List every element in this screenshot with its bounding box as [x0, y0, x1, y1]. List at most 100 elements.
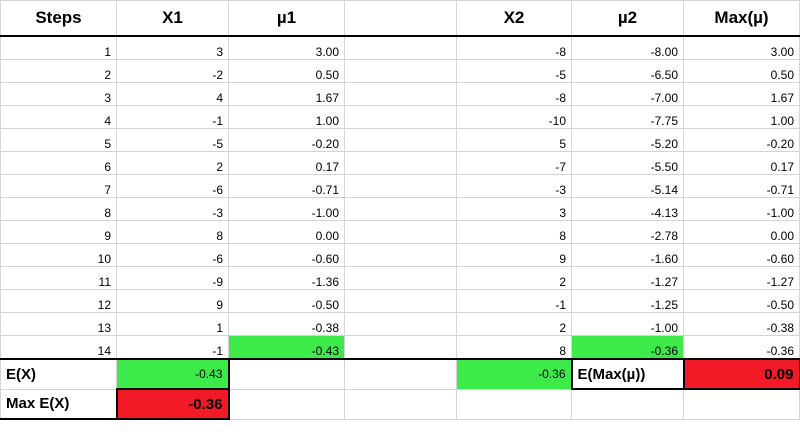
empty-cell[interactable]	[344, 220, 457, 244]
x2-cell[interactable]: -3	[456, 174, 572, 198]
mu1-cell[interactable]: -0.38	[228, 312, 345, 336]
mu1-cell[interactable]: -0.60	[228, 243, 345, 267]
x1-cell[interactable]: 3	[116, 35, 229, 60]
mu2-cell[interactable]: -1.27	[571, 266, 684, 290]
max-mu-cell[interactable]: 0.50	[683, 59, 800, 83]
empty-cell[interactable]	[456, 388, 572, 420]
mu2-cell[interactable]: -4.13	[571, 197, 684, 221]
x1-cell[interactable]: -2	[116, 59, 229, 83]
step-cell[interactable]: 1	[0, 35, 117, 60]
x1-cell[interactable]: -1	[116, 105, 229, 129]
step-cell[interactable]: 2	[0, 59, 117, 83]
x2-cell[interactable]: -1	[456, 289, 572, 313]
emax-value-cell[interactable]: 0.09	[682, 358, 800, 390]
empty-cell[interactable]	[571, 388, 684, 420]
mu1-cell[interactable]: -0.43	[228, 335, 345, 360]
header-steps[interactable]: Steps	[0, 0, 117, 37]
header-mu1[interactable]: µ1	[228, 0, 345, 37]
empty-cell[interactable]	[344, 335, 457, 360]
step-cell[interactable]: 6	[0, 151, 117, 175]
mu1-cell[interactable]: 3.00	[228, 35, 345, 60]
header-max-mu[interactable]: Max(µ)	[683, 0, 800, 37]
step-cell[interactable]: 11	[0, 266, 117, 290]
step-cell[interactable]: 3	[0, 82, 117, 106]
mu2-cell[interactable]: -0.36	[571, 335, 684, 360]
mu2-cell[interactable]: -5.50	[571, 151, 684, 175]
empty-cell[interactable]	[344, 197, 457, 221]
ex-label[interactable]: E(X)	[0, 358, 117, 390]
x2-cell[interactable]: 2	[456, 312, 572, 336]
step-cell[interactable]: 5	[0, 128, 117, 152]
mu1-cell[interactable]: 0.50	[228, 59, 345, 83]
header-mu2[interactable]: µ2	[571, 0, 684, 37]
header-x2[interactable]: X2	[456, 0, 572, 37]
max-mu-cell[interactable]: 0.00	[683, 220, 800, 244]
max-mu-cell[interactable]: -0.71	[683, 174, 800, 198]
mu2-cell[interactable]: -8.00	[571, 35, 684, 60]
step-cell[interactable]: 13	[0, 312, 117, 336]
empty-cell[interactable]	[344, 82, 457, 106]
mu2-cell[interactable]: -7.00	[571, 82, 684, 106]
x2-cell[interactable]: 3	[456, 197, 572, 221]
x2-cell[interactable]: -8	[456, 82, 572, 106]
x1-cell[interactable]: 8	[116, 220, 229, 244]
mu1-cell[interactable]: -0.50	[228, 289, 345, 313]
step-cell[interactable]: 12	[0, 289, 117, 313]
step-cell[interactable]: 14	[0, 335, 117, 360]
mu2-cell[interactable]: -1.25	[571, 289, 684, 313]
max-mu-cell[interactable]: 1.00	[683, 105, 800, 129]
empty-cell[interactable]	[344, 243, 457, 267]
x1-cell[interactable]: 9	[116, 289, 229, 313]
x1-cell[interactable]: -9	[116, 266, 229, 290]
x1-cell[interactable]: -3	[116, 197, 229, 221]
x1-cell[interactable]: 1	[116, 312, 229, 336]
max-mu-cell[interactable]: 3.00	[683, 35, 800, 60]
max-mu-cell[interactable]: 0.17	[683, 151, 800, 175]
x2-cell[interactable]: -5	[456, 59, 572, 83]
mu1-cell[interactable]: -0.20	[228, 128, 345, 152]
step-cell[interactable]: 7	[0, 174, 117, 198]
mu2-cell[interactable]: -1.00	[571, 312, 684, 336]
mu2-cell[interactable]: -7.75	[571, 105, 684, 129]
max-mu-cell[interactable]: -1.27	[683, 266, 800, 290]
x1-cell[interactable]: 2	[116, 151, 229, 175]
empty-cell[interactable]	[344, 266, 457, 290]
max-mu-cell[interactable]: -0.36	[683, 335, 800, 360]
mu2-cell[interactable]: -1.60	[571, 243, 684, 267]
header-empty[interactable]	[344, 0, 457, 37]
step-cell[interactable]: 10	[0, 243, 117, 267]
x1-cell[interactable]: -6	[116, 243, 229, 267]
empty-cell[interactable]	[344, 388, 457, 420]
max-mu-cell[interactable]: -0.50	[683, 289, 800, 313]
empty-cell[interactable]	[228, 388, 345, 420]
x2-cell[interactable]: -10	[456, 105, 572, 129]
header-x1[interactable]: X1	[116, 0, 229, 37]
mu1-cell[interactable]: 0.00	[228, 220, 345, 244]
mu2-cell[interactable]: -5.14	[571, 174, 684, 198]
x2-cell[interactable]: 5	[456, 128, 572, 152]
max-mu-cell[interactable]: -0.20	[683, 128, 800, 152]
empty-cell[interactable]	[344, 289, 457, 313]
max-mu-cell[interactable]: -0.38	[683, 312, 800, 336]
step-cell[interactable]: 9	[0, 220, 117, 244]
mu1-cell[interactable]: -1.36	[228, 266, 345, 290]
x2-cell[interactable]: 8	[456, 335, 572, 360]
empty-cell[interactable]	[344, 358, 457, 390]
max-mu-cell[interactable]: -0.60	[683, 243, 800, 267]
mu2-cell[interactable]: -5.20	[571, 128, 684, 152]
max-mu-cell[interactable]: 1.67	[683, 82, 800, 106]
x1-cell[interactable]: -6	[116, 174, 229, 198]
empty-cell[interactable]	[344, 128, 457, 152]
emax-label[interactable]: E(Max(µ))	[570, 358, 685, 390]
x2-cell[interactable]: 2	[456, 266, 572, 290]
x2-cell[interactable]: 9	[456, 243, 572, 267]
x2-cell[interactable]: -7	[456, 151, 572, 175]
empty-cell[interactable]	[344, 174, 457, 198]
empty-cell[interactable]	[227, 358, 345, 390]
empty-cell[interactable]	[344, 35, 457, 60]
mu1-cell[interactable]: 1.00	[228, 105, 345, 129]
mu1-cell[interactable]: 0.17	[228, 151, 345, 175]
empty-cell[interactable]	[344, 151, 457, 175]
max-mu-cell[interactable]: -1.00	[683, 197, 800, 221]
mu1-cell[interactable]: -1.00	[228, 197, 345, 221]
